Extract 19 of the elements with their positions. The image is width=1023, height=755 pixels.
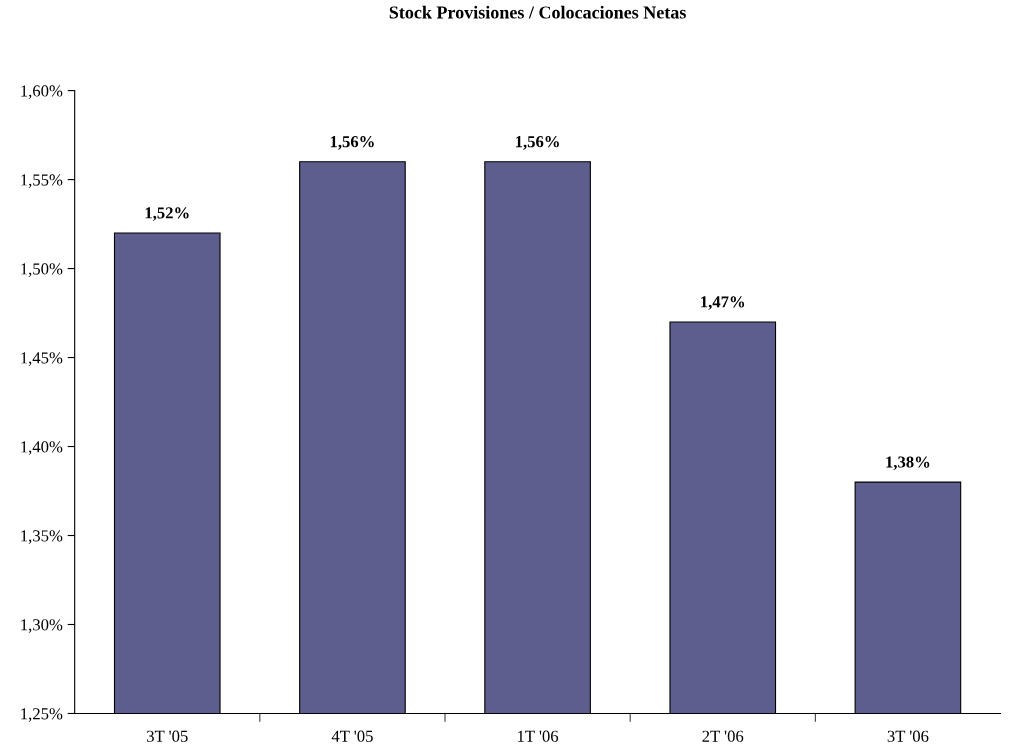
x-tick-label: 2T '06 — [702, 730, 744, 742]
x-tick-label: 3T '06 — [887, 730, 929, 742]
y-tick-label: 1,45% — [21, 352, 63, 366]
data-label: 1,56% — [330, 136, 374, 150]
y-tick-label: 1,60% — [21, 85, 63, 99]
y-tick-label: 1,50% — [21, 263, 63, 277]
data-label: 1,38% — [886, 456, 930, 471]
y-tick-label: 1,55% — [21, 174, 63, 188]
x-tick-label: 3T '05 — [147, 730, 188, 742]
x-tick-label: 4T '05 — [331, 730, 373, 742]
data-label: 1,47% — [701, 296, 745, 310]
x-tick-label: 1T '06 — [518, 730, 559, 742]
data-label: 1,56% — [516, 136, 559, 150]
y-tick-label: 1,35% — [21, 530, 63, 544]
y-tick-label: 1,30% — [21, 619, 63, 633]
y-tick-label: 1,40% — [21, 441, 63, 455]
chart-title: Stock Provisiones / Colocaciones Netas — [389, 5, 686, 19]
data-label: 1,52% — [145, 207, 189, 221]
y-tick-label: 1,25% — [21, 708, 63, 722]
